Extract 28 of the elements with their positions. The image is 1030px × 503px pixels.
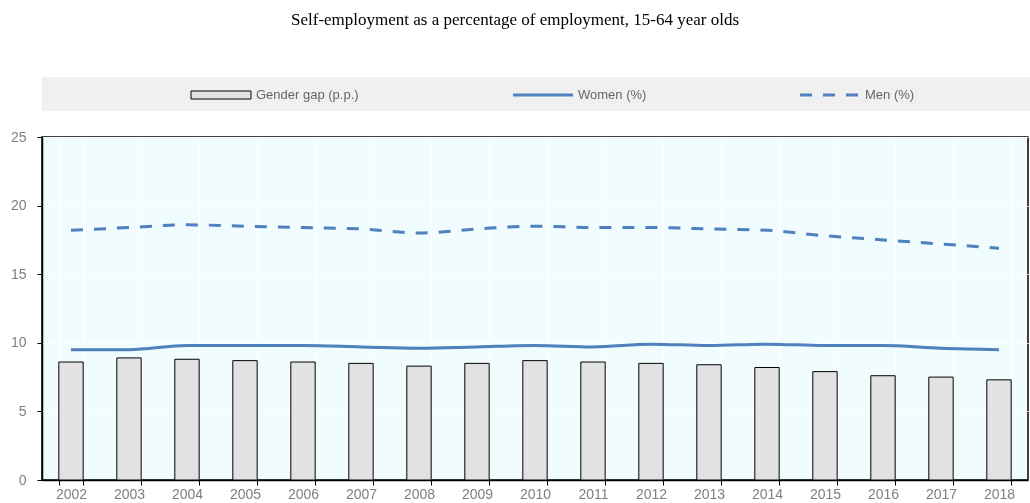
x-tick-label: 2007: [345, 485, 378, 502]
chart-title: Self-employment as a percentage of employment, 15-64 year olds: [291, 10, 739, 29]
x-tick-label: 2011: [578, 485, 609, 502]
x-tick-label: 2006: [287, 485, 320, 502]
x-tick-label: 2017: [925, 485, 958, 502]
y-tick-label: 20: [10, 197, 27, 214]
x-tick-label: 2008: [403, 485, 436, 502]
x-tick-label: 2015: [809, 485, 842, 502]
legend-label: Gender gap (p.p.): [256, 87, 359, 102]
x-tick-label: 2009: [461, 485, 494, 502]
y-tick-label: 5: [18, 402, 27, 419]
x-tick-label: 2010: [519, 485, 552, 502]
y-tick-label: 10: [10, 334, 27, 351]
x-tick-label: 2003: [113, 485, 146, 502]
x-tick-label: 2016: [867, 485, 900, 502]
y-tick-label: 15: [10, 265, 27, 282]
x-tick-label: 2002: [55, 485, 88, 502]
x-tick-label: 2018: [983, 485, 1016, 502]
legend-label: Women (%): [578, 87, 647, 102]
y-tick-label: 25: [10, 128, 27, 145]
legend-label: Men (%): [865, 87, 915, 102]
x-tick-label: 2012: [635, 485, 668, 502]
y-tick-label: 0: [18, 471, 27, 488]
line-series: [69, 223, 1001, 250]
x-tick-label: 2004: [171, 485, 204, 502]
x-tick-label: 2014: [751, 485, 784, 502]
x-tick-label: 2013: [693, 485, 726, 502]
x-tick-label: 2005: [229, 485, 262, 502]
